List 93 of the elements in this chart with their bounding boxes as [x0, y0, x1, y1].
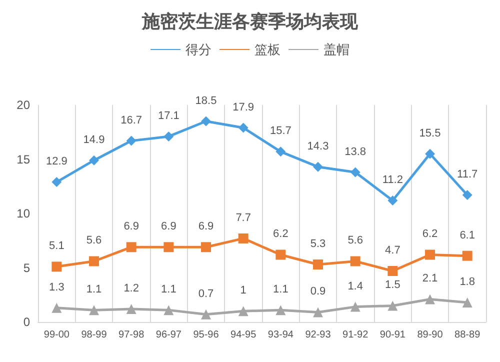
data-label: 6.2: [273, 228, 288, 240]
data-label: 1.3: [49, 281, 64, 294]
point: [238, 122, 248, 133]
y-tick-label: 20: [16, 98, 30, 112]
data-label: 15.7: [270, 125, 292, 138]
y-tick-label: 15: [16, 152, 30, 166]
data-label: 6.1: [460, 229, 475, 242]
data-label: 0.9: [310, 286, 326, 298]
point: [388, 195, 398, 206]
legend-label: 得分: [186, 42, 212, 57]
point: [313, 162, 323, 172]
point: [276, 146, 286, 157]
x-tick-label: 93-94: [268, 330, 294, 340]
data-label: 1.4: [348, 280, 363, 292]
data-label: 6.9: [161, 220, 176, 233]
point: [52, 302, 62, 313]
data-label: 6.9: [124, 220, 139, 233]
data-label: 17.1: [158, 110, 180, 122]
data-label: 1.1: [161, 284, 176, 296]
point: [462, 190, 472, 200]
data-label: 2.1: [422, 272, 438, 285]
point: [126, 136, 136, 146]
point: [238, 233, 248, 244]
point: [52, 262, 62, 272]
data-label: 5.1: [49, 240, 64, 252]
x-tick-label: 89-90: [417, 330, 444, 340]
point: [52, 177, 62, 188]
y-tick-label: 5: [23, 260, 30, 275]
point: [388, 300, 398, 311]
data-label: 4.7: [385, 244, 400, 257]
data-label: 1.1: [273, 284, 288, 296]
point: [201, 309, 211, 320]
data-label: 7.7: [236, 212, 251, 224]
point: [350, 302, 360, 312]
x-tick-label: 96-97: [156, 330, 182, 340]
point: [201, 116, 211, 126]
legend-label: 盖帽: [324, 42, 350, 57]
data-label: 6.2: [422, 228, 438, 240]
point: [425, 294, 435, 304]
data-label: 12.9: [46, 156, 68, 168]
point: [126, 304, 136, 314]
point: [238, 306, 248, 316]
x-tick-label: 91-92: [342, 330, 369, 340]
x-tick-label: 90-91: [380, 330, 406, 340]
data-label: 5.3: [310, 238, 326, 250]
x-tick-label: 94-95: [230, 330, 257, 340]
x-tick-label: 97-98: [118, 330, 145, 340]
point: [164, 305, 174, 316]
point: [89, 256, 99, 266]
point: [164, 242, 174, 252]
point: [313, 307, 323, 318]
point: [126, 242, 136, 252]
point: [462, 250, 472, 261]
point: [89, 305, 99, 316]
data-label: 14.9: [83, 134, 105, 146]
point: [201, 242, 211, 252]
data-label: 15.5: [419, 127, 441, 140]
data-label: 14.3: [307, 140, 329, 152]
data-label: 1.5: [385, 279, 400, 292]
point: [350, 256, 360, 266]
point: [89, 155, 99, 166]
legend-label: 篮板: [254, 42, 280, 57]
point: [388, 266, 398, 276]
point: [462, 297, 472, 308]
chart-title: 施密茨生涯各赛季场均表现: [141, 12, 359, 32]
data-label: 13.8: [344, 146, 366, 158]
data-label: 18.5: [195, 94, 217, 107]
data-label: 11.2: [382, 174, 403, 186]
data-label: 5.6: [348, 234, 363, 247]
point: [350, 167, 360, 178]
data-label: 17.9: [232, 101, 254, 114]
data-label: 1: [240, 284, 246, 297]
x-tick-label: 95-96: [193, 330, 220, 340]
point: [313, 259, 323, 270]
data-label: 1.8: [460, 276, 475, 288]
point: [425, 250, 435, 260]
data-label: 1.1: [86, 284, 102, 296]
data-label: 1.2: [124, 282, 139, 294]
data-label: 16.7: [120, 114, 142, 126]
x-tick-label: 99-00: [44, 330, 70, 340]
data-label: 11.7: [457, 168, 478, 181]
point: [164, 131, 174, 142]
data-label: 5.6: [86, 234, 102, 247]
data-label: 0.7: [198, 288, 214, 300]
point: [276, 250, 286, 260]
y-tick-label: 10: [16, 206, 30, 220]
y-tick-label: 0: [23, 315, 30, 329]
x-tick-label: 92-93: [305, 330, 332, 340]
point: [425, 148, 435, 159]
data-label: 6.9: [198, 220, 214, 233]
x-tick-label: 98-99: [81, 330, 108, 340]
x-tick-label: 88-89: [454, 330, 481, 340]
point: [276, 305, 286, 316]
